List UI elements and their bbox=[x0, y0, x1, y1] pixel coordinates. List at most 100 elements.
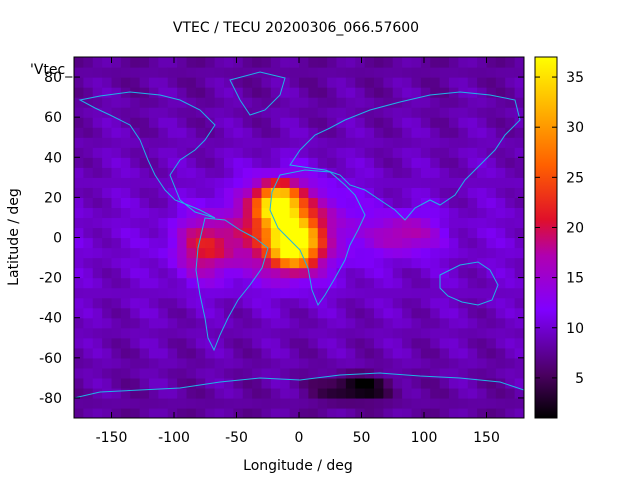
y-tick-label: -40 bbox=[39, 311, 62, 327]
heatmap-cell bbox=[336, 187, 347, 198]
heatmap-cell bbox=[195, 247, 206, 259]
heatmap-cell bbox=[439, 117, 450, 128]
heatmap-cell bbox=[158, 297, 169, 309]
heatmap-cell bbox=[327, 347, 338, 359]
colorbar-tick-label: 35 bbox=[566, 70, 584, 86]
heatmap-cell bbox=[186, 97, 197, 108]
heatmap-cell bbox=[233, 377, 244, 389]
heatmap-cell bbox=[83, 407, 94, 418]
heatmap-cell bbox=[411, 187, 422, 198]
x-tick-label: 50 bbox=[353, 430, 371, 446]
heatmap-cell bbox=[317, 237, 328, 249]
heatmap-cell bbox=[83, 287, 94, 299]
heatmap-cell bbox=[430, 217, 441, 229]
heatmap-cell bbox=[270, 87, 281, 98]
heatmap-cell bbox=[205, 317, 216, 329]
heatmap-cell bbox=[345, 107, 356, 118]
heatmap-cell bbox=[374, 407, 384, 418]
heatmap-cell bbox=[477, 177, 488, 188]
heatmap-cell bbox=[195, 307, 206, 319]
heatmap-cell bbox=[74, 297, 84, 309]
heatmap-cell bbox=[270, 347, 281, 359]
heatmap-cell bbox=[158, 407, 169, 418]
heatmap-cell bbox=[102, 387, 113, 399]
heatmap-cell bbox=[224, 227, 234, 239]
heatmap-cell bbox=[177, 107, 188, 118]
heatmap-cell bbox=[467, 347, 478, 359]
heatmap-cell bbox=[355, 207, 366, 219]
heatmap-cell bbox=[486, 297, 497, 309]
heatmap-cell bbox=[392, 57, 403, 68]
heatmap-cell bbox=[345, 57, 356, 68]
heatmap-cell bbox=[242, 347, 253, 359]
heatmap-cell bbox=[355, 307, 366, 319]
heatmap-cell bbox=[458, 357, 469, 369]
heatmap-cell bbox=[505, 357, 516, 369]
heatmap-cell bbox=[420, 87, 431, 98]
heatmap-cell bbox=[130, 137, 141, 148]
heatmap-cell bbox=[289, 147, 300, 158]
heatmap-cell bbox=[364, 197, 375, 209]
heatmap-cell bbox=[374, 147, 384, 158]
heatmap-cell bbox=[233, 347, 244, 359]
heatmap-cell bbox=[158, 287, 169, 299]
heatmap-cell bbox=[92, 357, 103, 369]
heatmap-cell bbox=[195, 377, 206, 389]
heatmap-cell bbox=[336, 157, 347, 168]
heatmap-cell bbox=[402, 167, 413, 178]
heatmap-cell bbox=[149, 247, 159, 259]
heatmap-cell bbox=[177, 237, 188, 249]
heatmap-cell bbox=[486, 117, 497, 128]
heatmap-cell bbox=[449, 287, 459, 299]
heatmap-cell bbox=[224, 107, 234, 118]
heatmap-cell bbox=[449, 177, 459, 188]
heatmap-cell bbox=[411, 297, 422, 309]
heatmap-cell bbox=[149, 217, 159, 229]
heatmap-cell bbox=[289, 227, 300, 239]
heatmap-cell bbox=[299, 247, 309, 259]
heatmap-cell bbox=[120, 167, 131, 178]
heatmap-cell bbox=[261, 97, 272, 108]
heatmap-cell bbox=[299, 347, 309, 359]
heatmap-cell bbox=[486, 367, 497, 379]
heatmap-cell bbox=[205, 97, 216, 108]
heatmap-cell bbox=[261, 287, 272, 299]
heatmap-cell bbox=[149, 57, 159, 68]
heatmap-cell bbox=[252, 287, 263, 299]
heatmap-cell bbox=[83, 247, 94, 259]
heatmap-cell bbox=[74, 177, 84, 188]
heatmap-cell bbox=[327, 227, 338, 239]
heatmap-cell bbox=[205, 367, 216, 379]
heatmap-cell bbox=[289, 257, 300, 269]
heatmap-cell bbox=[392, 87, 403, 98]
heatmap-cell bbox=[317, 57, 328, 68]
heatmap-cell bbox=[327, 317, 338, 329]
heatmap-cell bbox=[74, 237, 84, 249]
heatmap-cell bbox=[167, 407, 178, 418]
heatmap-cell bbox=[167, 197, 178, 209]
heatmap-cell bbox=[205, 57, 216, 68]
heatmap-cell bbox=[299, 297, 309, 309]
heatmap-cell bbox=[186, 227, 197, 239]
heatmap-cell bbox=[233, 137, 244, 148]
heatmap-cell bbox=[477, 347, 488, 359]
heatmap-cell bbox=[439, 77, 450, 88]
heatmap-cell bbox=[102, 187, 113, 198]
heatmap-cell bbox=[158, 397, 169, 409]
heatmap-cell bbox=[495, 397, 506, 409]
heatmap-cell bbox=[402, 267, 413, 279]
heatmap-cell bbox=[195, 127, 206, 138]
heatmap-cell bbox=[486, 327, 497, 339]
heatmap-cell bbox=[186, 277, 197, 289]
heatmap-cell bbox=[270, 137, 281, 148]
heatmap-cell bbox=[158, 387, 169, 399]
heatmap-cell bbox=[102, 127, 113, 138]
heatmap-cell bbox=[336, 267, 347, 279]
heatmap-cell bbox=[158, 137, 169, 148]
heatmap-cell bbox=[149, 347, 159, 359]
heatmap-cell bbox=[420, 157, 431, 168]
heatmap-cell bbox=[111, 267, 122, 279]
heatmap-cell bbox=[299, 367, 309, 379]
heatmap-cell bbox=[495, 147, 506, 158]
heatmap-cell bbox=[458, 137, 469, 148]
